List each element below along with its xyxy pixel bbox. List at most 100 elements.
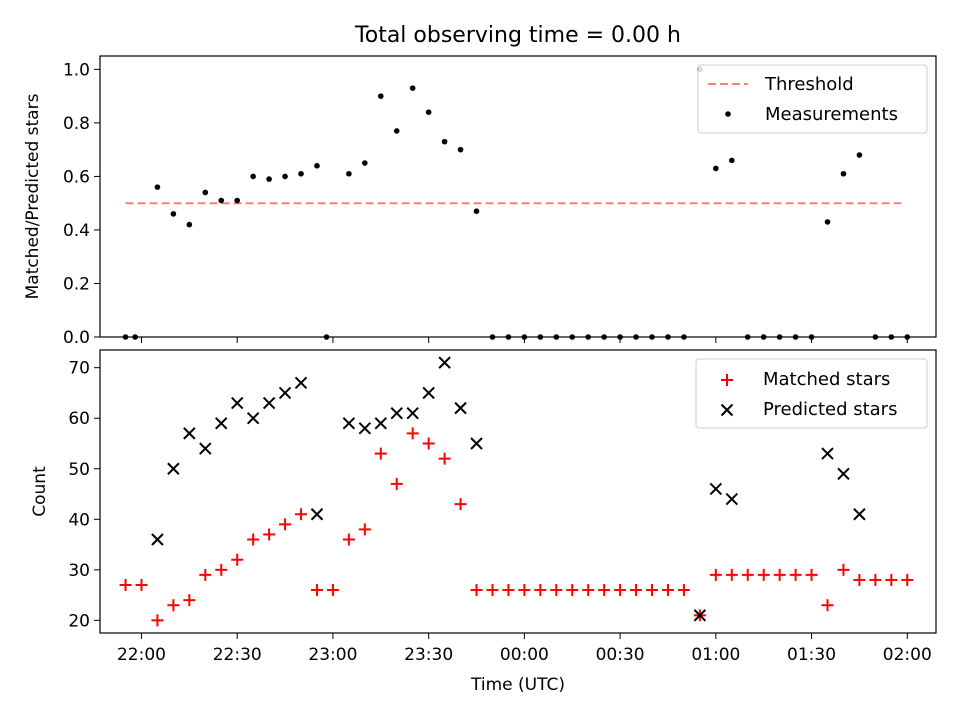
measurement-point [856, 152, 863, 158]
matched-star-point [247, 533, 260, 546]
bottom-ytick-label: 60 [68, 409, 90, 429]
predicted-star-stroke-b [837, 467, 850, 481]
predicted-star-stroke-b [310, 508, 324, 521]
bottom-ytick-label: 30 [68, 561, 90, 581]
matched-star-point [310, 584, 323, 597]
predicted-star-stroke-b [199, 442, 212, 455]
matched-star-point [773, 568, 786, 581]
matched-star-point [550, 584, 563, 597]
measurement-point [234, 197, 241, 204]
top-ytick-label: 1.0 [63, 60, 90, 80]
predicted-star-point [342, 417, 356, 430]
predicted-star-point [470, 437, 483, 450]
matched-star-point [119, 578, 132, 591]
predicted-star-stroke-b [262, 396, 276, 410]
predicted-star-point [215, 417, 228, 430]
matched-star-point [326, 584, 339, 597]
predicted-star-stroke-b [693, 609, 707, 622]
predicted-star-stroke-b [406, 406, 419, 420]
matched-star-point [374, 447, 387, 460]
measurement-point [457, 146, 464, 153]
matched-star-point [661, 584, 674, 597]
bottom-panel: 20 30 40 50 60 70 22:00 22:30 23:00 23:30 00:00 00:… [30, 349, 937, 695]
bottom-xtick-label: 00:30 [596, 645, 645, 665]
matched-star-point [358, 523, 371, 536]
measurements-legend-marker [725, 111, 731, 117]
top-ytick-label: 0.4 [63, 221, 90, 241]
bottom-legend-box [695, 358, 928, 429]
matched-star-point [486, 584, 499, 597]
measurement-point [170, 211, 177, 217]
matched-star-point [422, 437, 435, 450]
bottom-xtick-label: 01:30 [787, 645, 836, 665]
matched-star-point [215, 563, 228, 576]
predicted-star-stroke-b [358, 422, 372, 435]
matched-star-point [295, 508, 308, 521]
bottom-xtick-label: 02:00 [883, 645, 932, 665]
measurements-legend-label: Measurements [765, 104, 898, 125]
predicted-star-stroke-b [422, 386, 435, 400]
matched-star-point [757, 568, 770, 581]
top-legend: Threshold Measurements [697, 64, 928, 134]
matched-star-point [151, 614, 164, 627]
bottom-ytick-label: 20 [68, 611, 90, 631]
bottom-xtick-label: 01:00 [691, 645, 740, 665]
matched-star-point [725, 568, 738, 581]
predicted-star-stroke-b [470, 437, 483, 450]
predicted-star-point [853, 508, 866, 521]
matched-star-point [390, 477, 403, 490]
bottom-xtick-label: 23:30 [404, 645, 453, 665]
matched-star-point [821, 599, 834, 612]
matched-star-point [199, 568, 212, 581]
measurement-point [282, 173, 288, 180]
predicted-star-stroke-b [725, 492, 738, 506]
predicted-star-point [374, 417, 388, 430]
predicted-star-point [199, 442, 212, 455]
matched-star-point [279, 518, 292, 531]
predicted-star-stroke-b [246, 412, 260, 425]
matched-star-point [534, 584, 547, 597]
top-frame [99, 55, 937, 338]
matched-star-point [805, 568, 818, 581]
matched-star-point [885, 573, 898, 586]
matched-star-point [231, 553, 244, 566]
measurement-point [314, 162, 320, 169]
predicted-star-point [837, 467, 850, 481]
measurement-point [218, 197, 225, 204]
measurement-point [266, 176, 272, 182]
predicted-star-point [422, 386, 435, 400]
predicted-star-stroke-b [709, 482, 723, 496]
measurement-point [250, 173, 256, 180]
predicted-star-stroke-b [278, 386, 292, 400]
matched-star-point [598, 584, 611, 597]
predicted-star-point [821, 447, 834, 460]
bottom-legend: Matched stars Predicted stars [695, 358, 928, 429]
predicted-star-point [693, 609, 707, 622]
matched-star-point [438, 452, 451, 465]
predicted-star-stroke-b [215, 417, 228, 430]
bottom-axes: 20 30 40 50 60 70 22:00 22:30 23:00 23:30 00:00 00:… [68, 359, 931, 665]
bottom-xtick-label: 00:00 [500, 645, 549, 665]
predicted-legend-marker [720, 403, 734, 417]
predicted-star-point [278, 386, 292, 400]
bottom-ytick-label: 40 [68, 510, 90, 530]
measurement-point [441, 138, 448, 145]
measurement-point [362, 160, 368, 166]
matched-star-point [853, 573, 866, 586]
predicted-star-point [262, 396, 276, 410]
matched-star-point [406, 427, 419, 440]
bottom-xtick-label: 22:00 [117, 645, 166, 665]
threshold-legend-label: Threshold [764, 74, 854, 95]
bottom-frame [99, 349, 937, 634]
bottom-marks [119, 356, 914, 627]
predicted-star-stroke-b [853, 508, 866, 521]
matched-star-point [502, 584, 515, 597]
bottom-ytick-label: 70 [68, 359, 90, 379]
matched-star-point [677, 584, 690, 597]
top-ytick-label: 0.2 [63, 274, 90, 294]
predicted-star-point [183, 427, 196, 440]
matched-star-point [709, 568, 722, 581]
predicted-star-point [294, 376, 308, 390]
matched-legend-label: Matched stars [763, 369, 890, 390]
